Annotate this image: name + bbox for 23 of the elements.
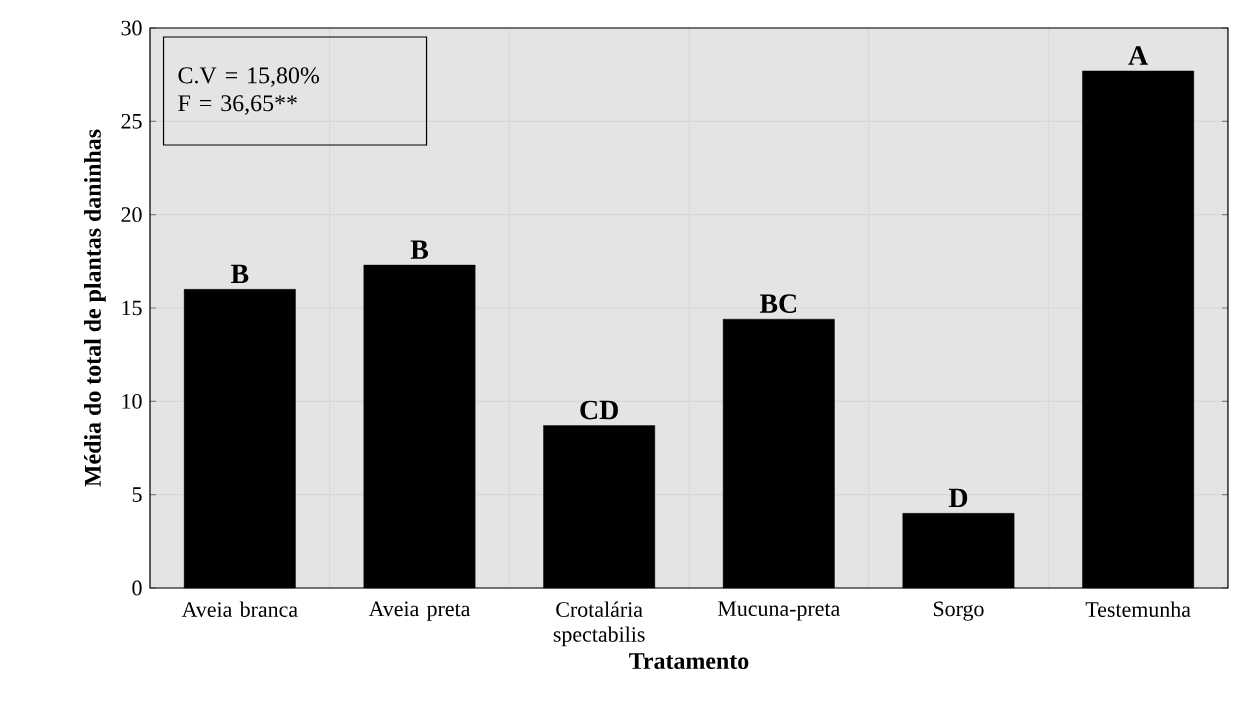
annotation: A <box>1128 46 1148 65</box>
annotation: BC <box>759 294 797 313</box>
y-tick-label: 10 <box>122 393 142 409</box>
annotation: B <box>410 240 429 259</box>
y-tick-label: 25 <box>121 113 142 129</box>
annotation: B <box>231 264 249 284</box>
y-tick-label: 15 <box>122 300 142 316</box>
x-tick-label: Aveia preta <box>368 601 471 621</box>
y-tick-label: 0 <box>132 580 142 596</box>
x-axis-title: Tratamento <box>629 653 749 670</box>
annotation: CD <box>580 400 618 420</box>
annotation: F = 36,65** <box>178 95 297 115</box>
x-tick-label: Sorgo <box>933 601 984 621</box>
x-tick-label: Mucuna-preta <box>717 601 840 621</box>
y-tick-label: 20 <box>121 207 142 223</box>
x-tick-label: Aveia branca <box>181 601 298 617</box>
annotation: C.V = 15,80% <box>178 67 320 87</box>
annotation: D <box>948 488 968 508</box>
y-axis-title: Média do total de plantas daninhas <box>84 129 106 487</box>
x-tick-label: Testemunha <box>1085 601 1191 617</box>
y-tick-label: 30 <box>121 20 142 36</box>
x-tick-label: Crotalária spectabilis <box>553 601 645 647</box>
y-tick-label: 5 <box>132 487 142 502</box>
